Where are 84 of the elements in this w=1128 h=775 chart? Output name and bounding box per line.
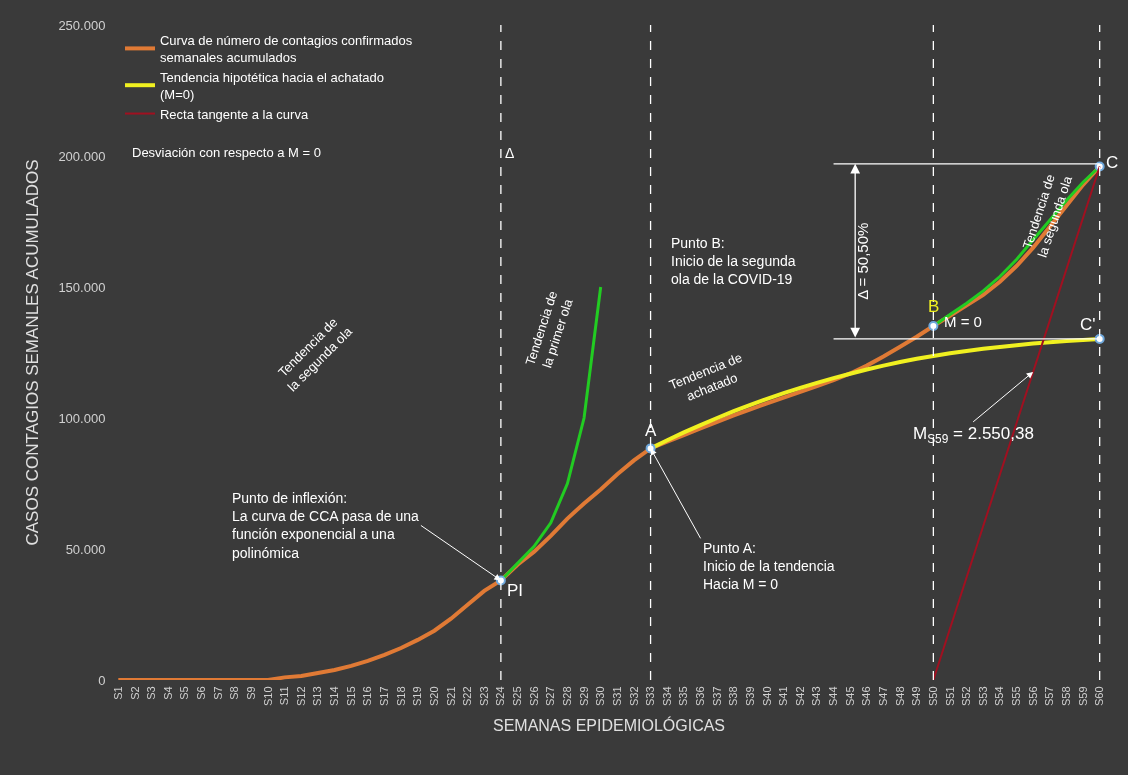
y-tick-label: 50.000: [65, 541, 106, 557]
legend-label: Recta tangente a la curva: [159, 106, 309, 122]
x-tick-label: S16: [361, 686, 374, 706]
x-tick-label: S30: [594, 686, 607, 706]
x-tick-label: S8: [228, 686, 241, 700]
annotation: PI: [507, 581, 524, 600]
x-tick-label: S57: [1043, 686, 1056, 706]
y-tick-label: 200.000: [58, 148, 106, 164]
x-tick-label: S49: [910, 686, 923, 706]
x-tick-label: S22: [461, 686, 474, 706]
annotation: B: [928, 297, 940, 316]
x-tick-label: S31: [610, 686, 623, 706]
x-tick-label: S14: [328, 686, 341, 706]
annotation: Punto B: Inicio de la segunda ola de la COVID-19: [671, 235, 796, 288]
y-tick-label: 0: [98, 672, 106, 688]
x-tick-label: S52: [960, 686, 973, 706]
x-tick-label: S6: [195, 686, 208, 700]
x-tick-label: S3: [145, 686, 158, 700]
x-tick-label: S45: [843, 686, 856, 706]
x-tick-label: S44: [827, 686, 840, 706]
x-tick-label: S12: [294, 686, 307, 706]
legend-label: Tendencia hipotética hacia el achatado (M=0): [159, 69, 385, 102]
x-tick-label: S38: [727, 686, 740, 706]
x-tick-label: S7: [211, 686, 224, 700]
annotation: C': [1080, 315, 1096, 334]
annotation: Δ = 50,50%: [854, 222, 872, 300]
x-tick-label: S42: [793, 686, 806, 706]
x-tick-label: S50: [926, 686, 939, 706]
annotation: M$_{S59}$ = 2.550,38: [913, 424, 1034, 446]
x-tick-label: S53: [976, 686, 989, 706]
x-tick-label: S5: [178, 686, 191, 700]
x-tick-label: S55: [1010, 686, 1023, 706]
x-tick-label: S33: [644, 686, 657, 706]
x-tick-label: S17: [378, 686, 391, 706]
annotation: Punto A: Inicio de la tendencia Hacia M = 0: [703, 540, 835, 593]
x-tick-label: S23: [477, 686, 490, 706]
x-tick-label: S1: [111, 686, 124, 700]
x-tick-label: S43: [810, 686, 823, 706]
x-tick-label: S32: [627, 686, 640, 706]
x-tick-label: S10: [261, 686, 274, 706]
annotation: Δ: [505, 145, 515, 161]
x-tick-label: S59: [1076, 686, 1089, 706]
x-tick-label: S58: [1059, 686, 1072, 706]
x-tick-label: S19: [411, 686, 424, 706]
x-tick-label: S34: [660, 686, 673, 706]
annotation: Punto de inflexión: La curva de CCA pasa de una función exponencial a una polinómica: [232, 490, 420, 561]
annotation: A: [645, 421, 657, 440]
y-tick-label: 100.000: [58, 410, 106, 426]
x-tick-label: S56: [1026, 686, 1039, 706]
x-tick-label: S37: [710, 686, 723, 706]
x-axis-title: SEMANAS EPIDEMIOLÓGICAS: [492, 716, 726, 735]
x-tick-label: S60: [1093, 686, 1106, 706]
x-tick-label: S18: [394, 686, 407, 706]
x-tick-label: S47: [877, 686, 890, 706]
x-tick-label: S24: [494, 686, 507, 706]
x-tick-label: S46: [860, 686, 873, 706]
x-tick-label: S9: [244, 686, 257, 700]
x-tick-label: S36: [694, 686, 707, 706]
x-tick-label: S48: [893, 686, 906, 706]
x-tick-label: S21: [444, 686, 457, 706]
x-tick-label: S15: [344, 686, 357, 706]
x-tick-label: S26: [527, 686, 540, 706]
annotation: M = 0: [944, 313, 982, 330]
x-tick-label: S29: [577, 686, 590, 706]
y-tick-label: 250.000: [58, 17, 106, 33]
x-tick-label: S25: [511, 686, 524, 706]
x-tick-label: S40: [760, 686, 773, 706]
y-tick-label: 150.000: [58, 279, 106, 295]
x-tick-label: S20: [427, 686, 440, 706]
x-tick-label: S2: [128, 686, 141, 700]
annotation: Desviación con respecto a M = 0: [132, 145, 321, 160]
x-tick-label: S39: [743, 686, 756, 706]
x-tick-label: S41: [777, 686, 790, 706]
x-tick-label: S54: [993, 686, 1006, 706]
x-tick-label: S11: [278, 686, 291, 706]
x-tick-label: S4: [161, 686, 174, 700]
x-tick-label: S35: [677, 686, 690, 706]
x-tick-label: S27: [544, 686, 557, 706]
annotation: C: [1106, 153, 1119, 172]
x-tick-label: S51: [943, 686, 956, 706]
x-tick-label: S13: [311, 686, 324, 706]
x-tick-label: S28: [560, 686, 573, 706]
y-axis-title: CASOS CONTAGIOS SEMANLES ACUMULADOS: [23, 159, 43, 546]
legend-label: Curva de número de contagios confirmados semanales acumulados: [159, 33, 413, 65]
